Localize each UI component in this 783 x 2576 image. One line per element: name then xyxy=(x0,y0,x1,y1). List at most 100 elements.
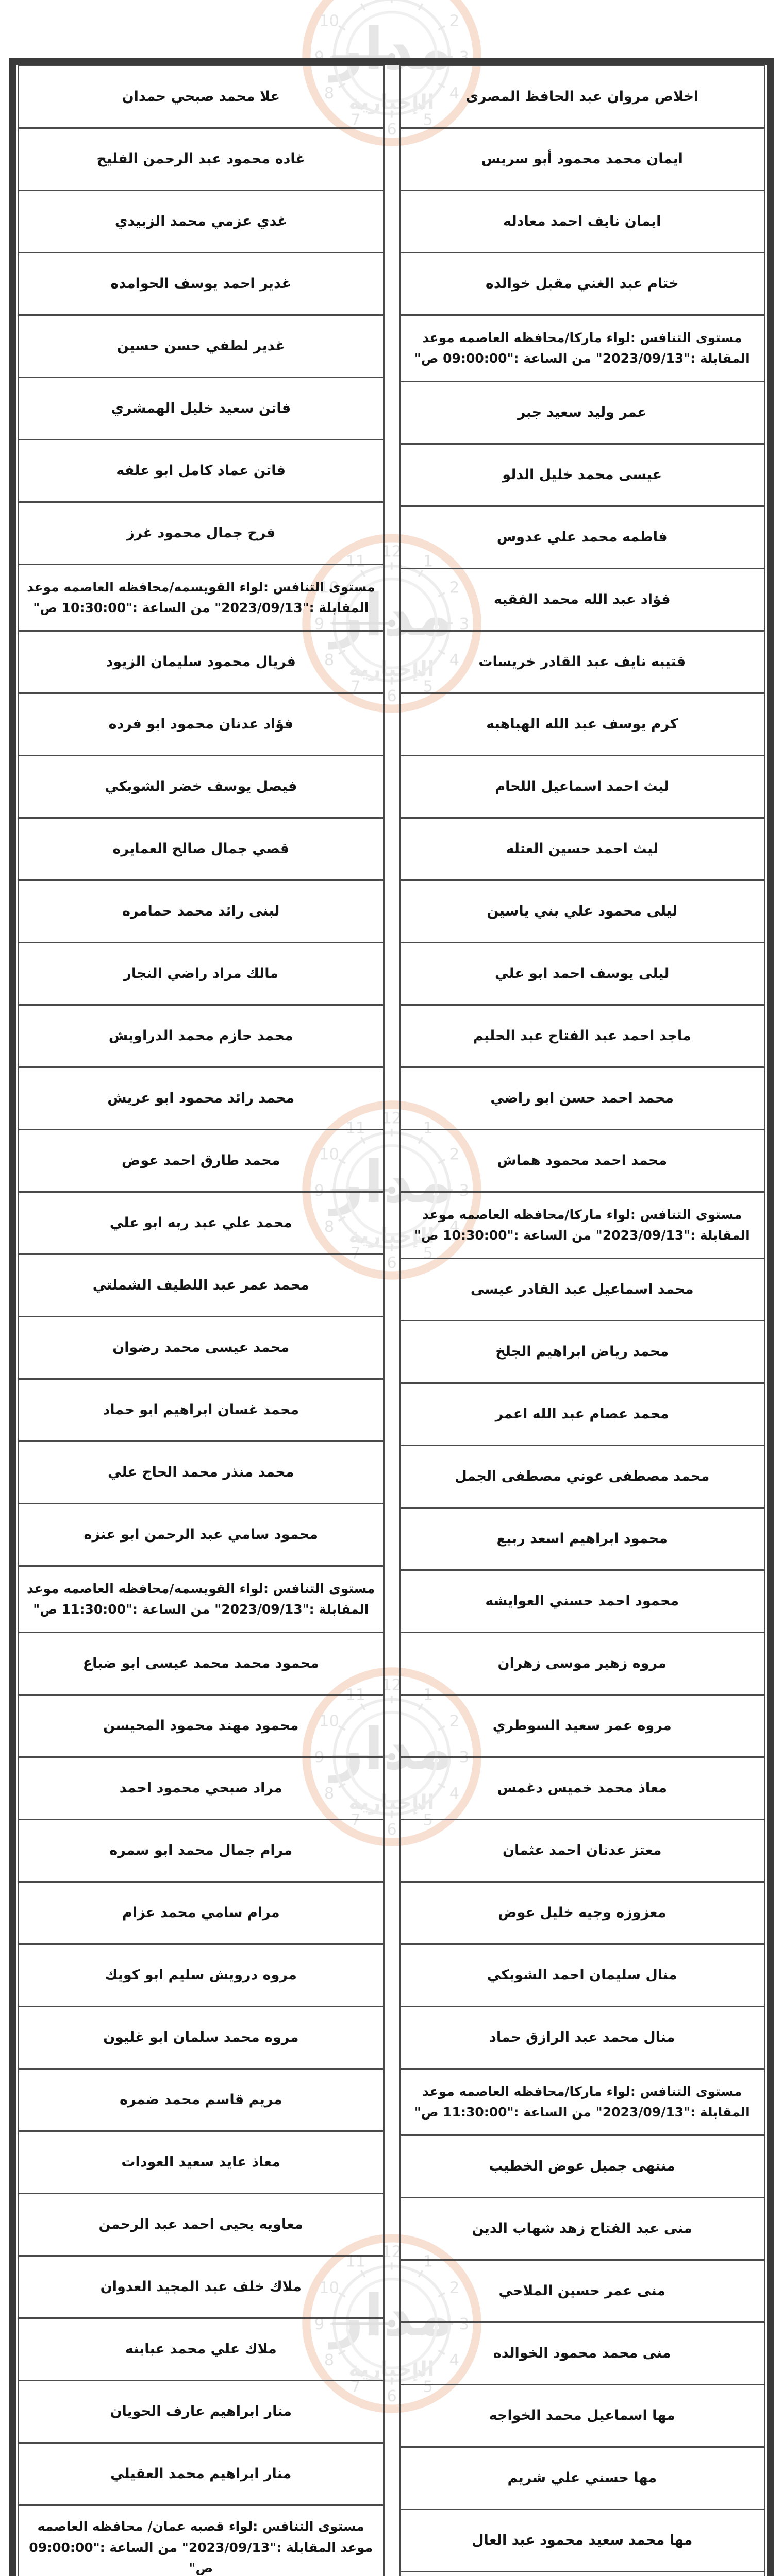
table-row: محمود سامي عبد الرحمن ابو عنزه xyxy=(18,1503,385,1567)
candidate-name-cell: ليلى يوسف احمد ابو علي xyxy=(398,942,765,1006)
candidate-name-cell: محمود مهند محمود المحيسن xyxy=(18,1694,385,1758)
table-row: مالك مراد راضي النجار xyxy=(18,942,385,1006)
table-row: مهند مصدق عبد الرحيم الرفاتي xyxy=(398,2571,765,2576)
candidate-name-cell: غدي عزمي محمد الزبيدي xyxy=(18,190,385,253)
candidate-name-cell: معاذ عايد سعيد العودات xyxy=(18,2130,385,2194)
candidate-name-cell: محمد عصام عبد الله اعمر xyxy=(398,1382,765,1446)
table-row: مستوى التنافس :لواء ماركا/محافظه العاصمه… xyxy=(398,2068,765,2136)
table-row: مروه محمد سلمان ابو غليون xyxy=(18,2006,385,2070)
table-row: مرام جمال محمد ابو سمره xyxy=(18,1819,385,1883)
candidate-name-cell: مروه زهير موسى زهران xyxy=(398,1632,765,1696)
table-row: منى عبد الفتاح زهد شهاب الدين xyxy=(398,2197,765,2261)
candidate-name-cell: منى عبد الفتاح زهد شهاب الدين xyxy=(398,2197,765,2261)
table-row: محمود مهند محمود المحيسن xyxy=(18,1694,385,1758)
candidate-name-cell: محمد طارق احمد عوض xyxy=(18,1129,385,1193)
table-row: عيسى محمد خليل الدلو xyxy=(398,443,765,507)
candidate-name-cell: عمر وليد سعيد جبر xyxy=(398,381,765,445)
candidate-name-cell: عيسى محمد خليل الدلو xyxy=(398,443,765,507)
candidate-name-cell: مالك مراد راضي النجار xyxy=(18,942,385,1006)
table-row: ليلى محمود علي بني ياسين xyxy=(398,879,765,943)
table-row: ماجد احمد عبد الفتاح عبد الحليم xyxy=(398,1004,765,1068)
candidate-name-cell: فؤاد عدنان محمود ابو فرده xyxy=(18,692,385,756)
clock-numeral: 11 xyxy=(345,0,365,4)
table-row: فريال محمود سليمان الزيود xyxy=(18,630,385,694)
candidate-name-cell: ليث احمد اسماعيل اللحام xyxy=(398,755,765,819)
candidate-name-cell: غدير احمد يوسف الحوامده xyxy=(18,252,385,316)
candidate-name-cell: معاذ محمد خميس دغمس xyxy=(398,1756,765,1820)
table-row: محمود ابراهيم اسعد ربيع xyxy=(398,1507,765,1571)
candidate-name-cell: ماجد احمد عبد الفتاح عبد الحليم xyxy=(398,1004,765,1068)
table-row: فيصل يوسف خضر الشوبكي xyxy=(18,755,385,819)
interview-detail-cell: مستوى التنافس :لواء قصبه عمان/ محافظه ال… xyxy=(18,2504,385,2576)
candidate-name-cell: مها محمد سعيد محمود عبد العال xyxy=(398,2509,765,2572)
candidate-name-cell: ختام عبد الغني مقبل خوالده xyxy=(398,252,765,316)
table-row: فاتن عماد كامل ابو علفه xyxy=(18,439,385,503)
table-row: معاذ عايد سعيد العودات xyxy=(18,2130,385,2194)
candidate-name-cell: ملاك خلف عبد المجيد العدوان xyxy=(18,2255,385,2319)
table-row: محمد احمد محمود هماش xyxy=(398,1129,765,1193)
candidate-name-cell: غدير لطفي حسن حسين xyxy=(18,314,385,378)
table-row: منار ابراهيم عارف الحويان xyxy=(18,2380,385,2444)
table-row: ايمان نايف احمد معادله xyxy=(398,190,765,253)
table-row: مروه عمر سعيد السوطري xyxy=(398,1694,765,1758)
interview-detail-cell: مستوى التنافس :لواء ماركا/محافظه العاصمه… xyxy=(398,1191,765,1259)
candidate-name-cell: منار ابراهيم محمد العقيلي xyxy=(18,2442,385,2506)
table-row: ختام عبد الغني مقبل خوالده xyxy=(398,252,765,316)
candidate-name-cell: محمد منذر محمد الحاج علي xyxy=(18,1440,385,1504)
candidate-name-cell: محمود محمد محمد عيسى ابو ضباع xyxy=(18,1632,385,1696)
table-row: لبنى رائد محمد حمامره xyxy=(18,879,385,943)
candidate-name-cell: مرام سامي محمد عزام xyxy=(18,1881,385,1945)
candidate-name-cell: معاويه يحيى احمد عبد الرحمن xyxy=(18,2193,385,2257)
table-row: محمود احمد حسني العوايشه xyxy=(398,1569,765,1633)
candidate-name-cell: مريم قاسم محمد ضمره xyxy=(18,2068,385,2132)
candidate-name-cell: قتيبه نايف عبد القادر خريسات xyxy=(398,630,765,694)
table-row: محمد عمر عبد اللطيف الشملتي xyxy=(18,1253,385,1317)
table-row: محمود محمد محمد عيسى ابو ضباع xyxy=(18,1632,385,1696)
clock-numeral: 2 xyxy=(449,12,459,30)
table-row: محمد غسان ابراهيم ابو حماد xyxy=(18,1378,385,1442)
candidate-name-cell: محمد عمر عبد اللطيف الشملتي xyxy=(18,1253,385,1317)
table-row: غدي عزمي محمد الزبيدي xyxy=(18,190,385,253)
candidate-name-cell: فؤاد عبد الله محمد الفقيه xyxy=(398,568,765,632)
candidate-name-cell: محمد احمد محمود هماش xyxy=(398,1129,765,1193)
candidate-name-cell: فاتن سعيد خليل الهمشري xyxy=(18,377,385,440)
table-row: فؤاد عدنان محمود ابو فرده xyxy=(18,692,385,756)
table-row: محمد عصام عبد الله اعمر xyxy=(398,1382,765,1446)
table-row: مها اسماعيل محمد الخواجه xyxy=(398,2384,765,2448)
table-row: فؤاد عبد الله محمد الفقيه xyxy=(398,568,765,632)
candidate-name-cell: محمد احمد حسن ابو راضي xyxy=(398,1066,765,1130)
candidate-name-cell: معزوزه وجيه خليل عوض xyxy=(398,1881,765,1945)
table-row: مها حسني علي شريم xyxy=(398,2446,765,2510)
candidate-name-cell: منى محمد محمود الخوالده xyxy=(398,2321,765,2385)
right-table-column: اخلاص مروان عبد الحافظ المصرى ايمان محمد … xyxy=(392,65,766,2576)
table-row: منتهى جميل عوض الخطيب xyxy=(398,2134,765,2198)
candidate-name-cell: مروه درويش سليم ابو كويك xyxy=(18,1943,385,2007)
candidate-name-cell: غاده محمود عبد الرحمن الفليح xyxy=(18,127,385,191)
table-row: ملاك خلف عبد المجيد العدوان xyxy=(18,2255,385,2319)
left-table-column: علا محمد صبحي حمدان غاده محمود عبد الرحمن… xyxy=(18,65,392,2576)
table-row: قتيبه نايف عبد القادر خريسات xyxy=(398,630,765,694)
candidate-name-cell: قصي جمال صالح العمايره xyxy=(18,817,385,881)
table-row: علا محمد صبحي حمدان xyxy=(18,65,385,129)
table-row: غدير لطفي حسن حسين xyxy=(18,314,385,378)
candidate-name-cell: محمود سامي عبد الرحمن ابو عنزه xyxy=(18,1503,385,1567)
table-row: معاذ محمد خميس دغمس xyxy=(398,1756,765,1820)
table-row: محمد مصطفى عوني مصطفى الجمل xyxy=(398,1445,765,1509)
candidate-name-cell: لبنى رائد محمد حمامره xyxy=(18,879,385,943)
table-row: مستوى التنافس :لواء قصبه عمان/ محافظه ال… xyxy=(18,2504,385,2576)
table-row: فاتن سعيد خليل الهمشري xyxy=(18,377,385,440)
page-border-frame xyxy=(9,58,774,2576)
candidate-name-cell: معتز عدنان احمد عثمان xyxy=(398,1819,765,1883)
candidate-name-cell: مهند مصدق عبد الرحيم الرفاتي xyxy=(398,2571,765,2576)
candidate-name-cell: ليلى محمود علي بني ياسين xyxy=(398,879,765,943)
clock-numeral: 10 xyxy=(319,12,339,30)
table-row: غدير احمد يوسف الحوامده xyxy=(18,252,385,316)
table-row: ايمان محمد محمود أبو سريس xyxy=(398,127,765,191)
candidate-name-cell: فاطمه محمد علي عدوس xyxy=(398,505,765,569)
table-row: معتز عدنان احمد عثمان xyxy=(398,1819,765,1883)
table-row: منار ابراهيم محمد العقيلي xyxy=(18,2442,385,2506)
candidate-name-cell: فريال محمود سليمان الزيود xyxy=(18,630,385,694)
candidate-name-cell: ليث احمد حسين العتله xyxy=(398,817,765,881)
table-row: ليلى يوسف احمد ابو علي xyxy=(398,942,765,1006)
